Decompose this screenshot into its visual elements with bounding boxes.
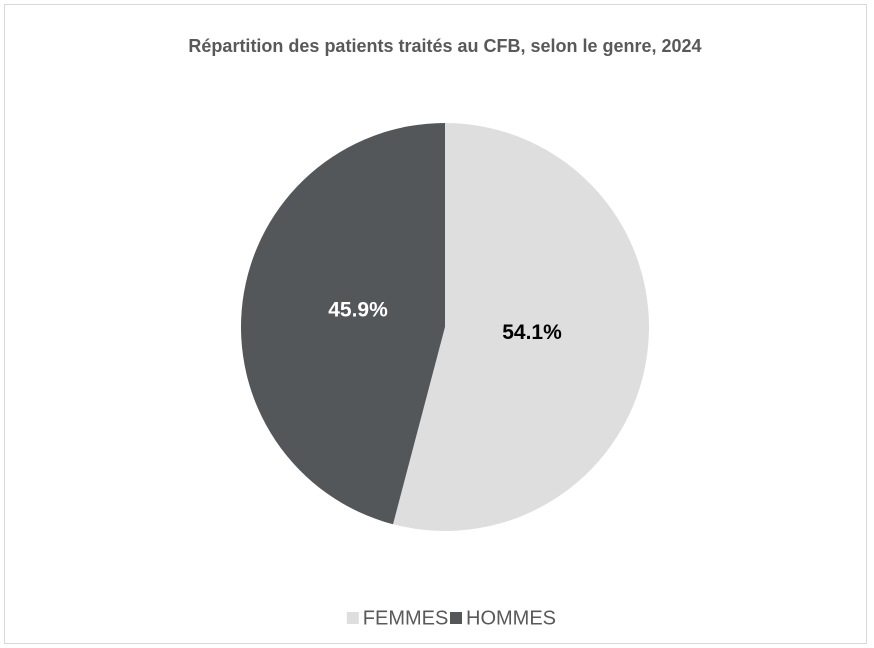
data-label: 45.9% xyxy=(328,298,388,321)
legend-swatch xyxy=(346,612,359,624)
data-label: 54.1% xyxy=(502,321,562,344)
legend-swatch xyxy=(450,612,462,624)
chart-title: Répartition des patients traités au CFB,… xyxy=(188,36,701,56)
legend-label: HOMMES xyxy=(466,607,556,629)
pie-slice xyxy=(393,123,650,531)
pie-slice xyxy=(241,123,445,525)
legend-label: FEMMES xyxy=(363,607,449,629)
